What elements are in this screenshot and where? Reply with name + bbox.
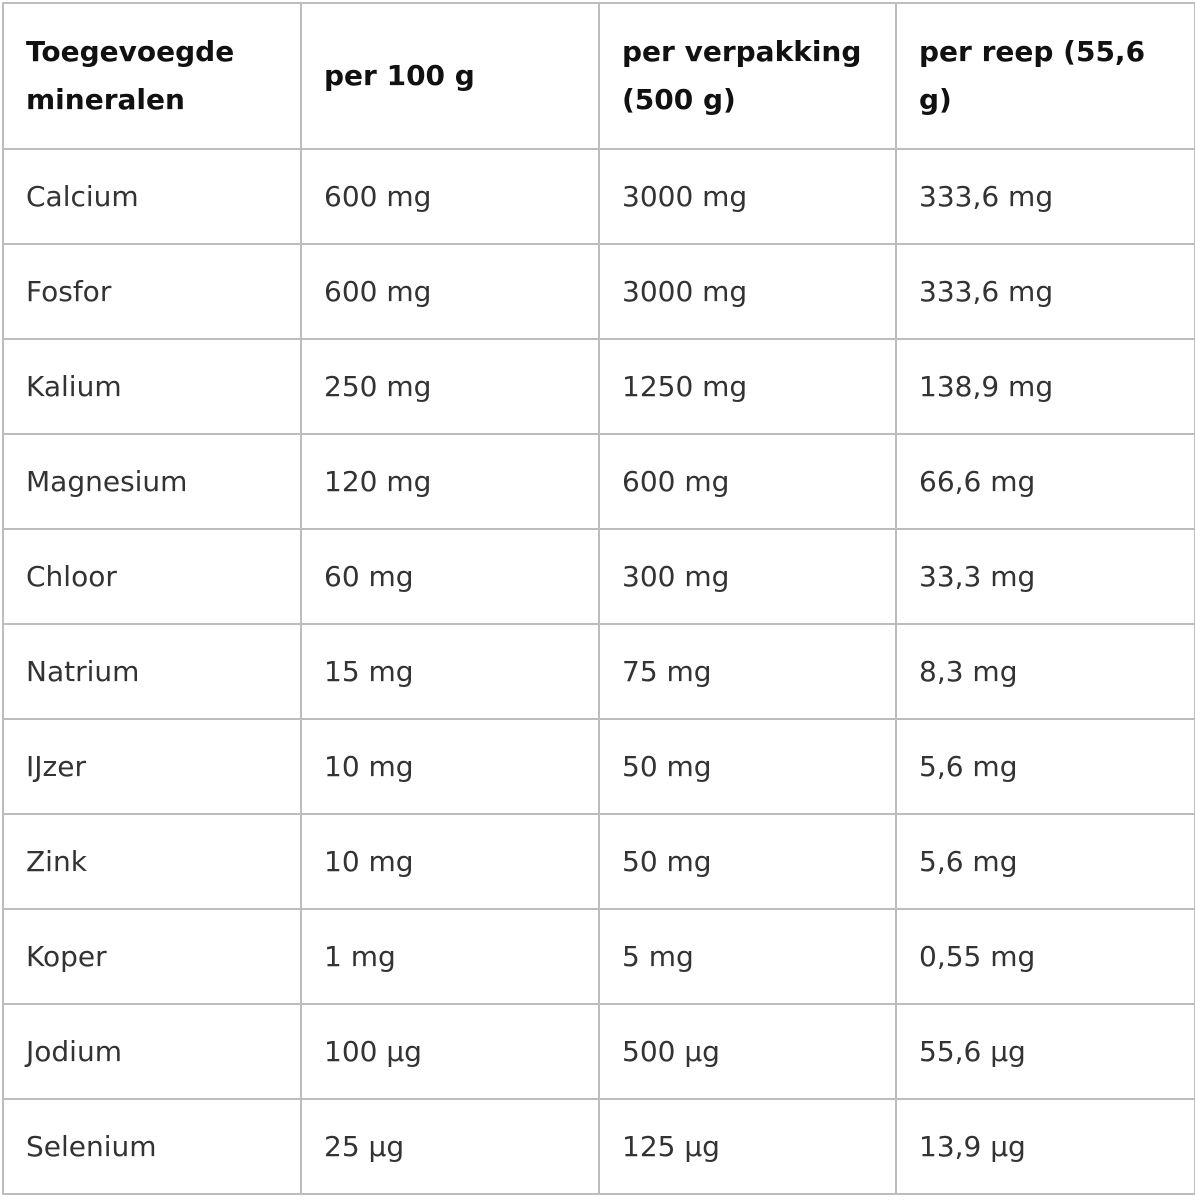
table-cell: 10 mg (300, 718, 600, 815)
table-cell: 3000 mg (598, 243, 897, 340)
table-cell: Fosfor (2, 243, 302, 340)
table-cell: 10 mg (300, 813, 600, 910)
header-cell: per verpakking (500 g) (598, 2, 897, 150)
table-cell: 138,9 mg (895, 338, 1195, 435)
table-cell: 66,6 mg (895, 433, 1195, 530)
table-cell: Chloor (2, 528, 302, 625)
header-cell: per reep (55,6 g) (895, 2, 1195, 150)
table-cell: 25 µg (300, 1098, 600, 1195)
table-cell: 5 mg (598, 908, 897, 1005)
table-cell: 120 mg (300, 433, 600, 530)
table-cell: Selenium (2, 1098, 302, 1195)
table-cell: Jodium (2, 1003, 302, 1100)
header-cell: per 100 g (300, 2, 600, 150)
table-cell: 300 mg (598, 528, 897, 625)
table-cell: 0,55 mg (895, 908, 1195, 1005)
table-cell: 250 mg (300, 338, 600, 435)
table-cell: 3000 mg (598, 148, 897, 245)
table-cell: 55,6 µg (895, 1003, 1195, 1100)
table-row: Koper 1 mg 5 mg 0,55 mg (2, 908, 1195, 1005)
table-cell: 13,9 µg (895, 1098, 1195, 1195)
table-cell: IJzer (2, 718, 302, 815)
table-cell: Kalium (2, 338, 302, 435)
table-row: Jodium 100 µg 500 µg 55,6 µg (2, 1003, 1195, 1100)
table-row: Kalium 250 mg 1250 mg 138,9 mg (2, 338, 1195, 435)
table-row: Calcium 600 mg 3000 mg 333,6 mg (2, 148, 1195, 245)
table-row: Selenium 25 µg 125 µg 13,9 µg (2, 1098, 1195, 1195)
header-row: Toegevoegde mineralen per 100 g per verpak… (2, 2, 1195, 150)
table-cell: 333,6 mg (895, 148, 1195, 245)
table-cell: 33,3 mg (895, 528, 1195, 625)
table-cell: 333,6 mg (895, 243, 1195, 340)
table-row: IJzer 10 mg 50 mg 5,6 mg (2, 718, 1195, 815)
table-cell: 125 µg (598, 1098, 897, 1195)
table-row: Chloor 60 mg 300 mg 33,3 mg (2, 528, 1195, 625)
table-cell: 600 mg (300, 243, 600, 340)
table-cell: 600 mg (598, 433, 897, 530)
table-row: Zink 10 mg 50 mg 5,6 mg (2, 813, 1195, 910)
table-cell: 50 mg (598, 813, 897, 910)
table-cell: Natrium (2, 623, 302, 720)
table-cell: 5,6 mg (895, 718, 1195, 815)
table-row: Magnesium 120 mg 600 mg 66,6 mg (2, 433, 1195, 530)
table-cell: 1250 mg (598, 338, 897, 435)
table-cell: 60 mg (300, 528, 600, 625)
table-cell: Magnesium (2, 433, 302, 530)
header-cell: Toegevoegde mineralen (2, 2, 302, 150)
table-body: Calcium 600 mg 3000 mg 333,6 mg Fosfor 600 mg… (2, 148, 1195, 1195)
table-cell: 75 mg (598, 623, 897, 720)
table-cell: 600 mg (300, 148, 600, 245)
table-cell: 15 mg (300, 623, 600, 720)
table-row: Fosfor 600 mg 3000 mg 333,6 mg (2, 243, 1195, 340)
table-cell: Koper (2, 908, 302, 1005)
table-cell: 50 mg (598, 718, 897, 815)
table-cell: 100 µg (300, 1003, 600, 1100)
table-cell: 5,6 mg (895, 813, 1195, 910)
table-cell: Zink (2, 813, 302, 910)
table-cell: 1 mg (300, 908, 600, 1005)
table-cell: 500 µg (598, 1003, 897, 1100)
table-row: Natrium 15 mg 75 mg 8,3 mg (2, 623, 1195, 720)
table-cell: Calcium (2, 148, 302, 245)
table-cell: 8,3 mg (895, 623, 1195, 720)
